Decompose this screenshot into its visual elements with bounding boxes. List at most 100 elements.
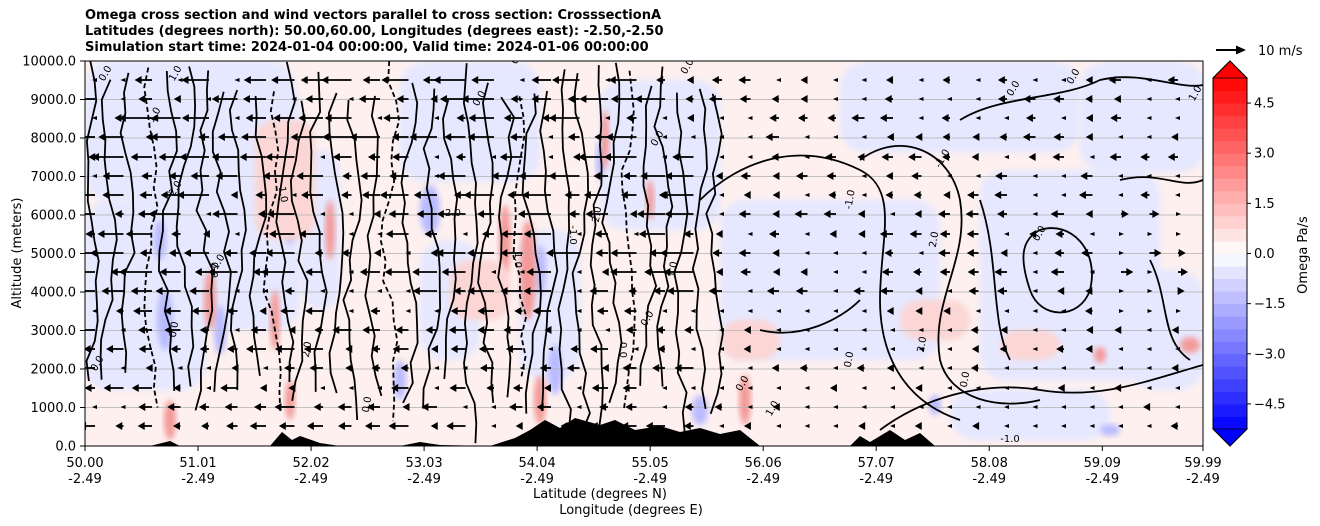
wind-vector-head xyxy=(662,116,667,120)
colorbar-extend-high xyxy=(1212,60,1248,79)
wind-vector-head xyxy=(938,210,946,218)
wind-vector-head xyxy=(89,249,97,257)
wind-vector-head xyxy=(1147,270,1153,274)
wind-vector-head xyxy=(975,309,981,313)
wind-vector-head xyxy=(1081,249,1089,257)
wind-vector-head xyxy=(622,172,630,180)
wind-vector-head xyxy=(1118,135,1123,139)
wind-vector-head xyxy=(337,422,345,430)
wind-vector-head xyxy=(1089,366,1095,370)
wind-vector-head xyxy=(662,405,667,409)
wind-vector-head xyxy=(226,422,234,430)
wind-vector-head xyxy=(434,366,439,370)
colorbar-segment xyxy=(1213,253,1247,267)
wind-vector-head xyxy=(265,153,273,161)
wind-vector-head xyxy=(206,97,211,101)
wind-vector-head xyxy=(776,347,781,351)
wind-vector-head xyxy=(1146,135,1152,139)
wind-vector-head xyxy=(392,153,400,161)
wind-vector-head xyxy=(360,172,368,180)
wind-vector-head xyxy=(994,191,1002,199)
wind-vector-head xyxy=(481,230,489,238)
wind-vector-head xyxy=(747,232,753,236)
wind-vector-head xyxy=(348,97,354,101)
wind-vector-head xyxy=(114,210,122,218)
wind-vector-head xyxy=(861,135,867,139)
wind-vector-head xyxy=(521,191,529,199)
wind-vector-head xyxy=(605,116,610,120)
wind-vector-head xyxy=(579,95,587,103)
wind-vector-head xyxy=(92,116,97,120)
wind-vector-head xyxy=(230,191,238,199)
wind-vector-head xyxy=(444,133,452,141)
wind-vector-head xyxy=(1004,155,1009,159)
wind-vector-head xyxy=(1089,405,1095,409)
plot-area: 0.0 1.0 -1.0 2.0 0.0 0.0 0.0 1.0 -1.0 2.0 0.0 0.0 0.… xyxy=(84,60,1204,447)
wind-vector-head xyxy=(370,345,378,353)
wind-vector-head xyxy=(644,268,652,276)
wind-vector-head xyxy=(434,309,439,313)
wind-vector-head xyxy=(150,133,158,141)
y-tick-label: 9000.0 xyxy=(31,93,77,108)
colorbar-segment xyxy=(1213,278,1247,292)
wind-vector-head xyxy=(252,268,260,276)
wind-vector-head xyxy=(101,287,109,295)
colorbar-segment xyxy=(1213,353,1247,367)
wind-vector-head xyxy=(603,153,611,161)
wind-vector-head xyxy=(1121,210,1129,218)
y-tick-label: 5000.0 xyxy=(31,247,77,262)
wind-vector-head xyxy=(1176,232,1181,236)
y-tick-label: 3000.0 xyxy=(31,324,77,339)
wind-vector-head xyxy=(1032,270,1038,274)
wind-vector-head xyxy=(450,307,458,315)
wind-vector-head xyxy=(168,172,176,180)
wind-vector-head xyxy=(342,172,350,180)
wind-vector-head xyxy=(324,114,332,122)
wind-vector-head xyxy=(290,133,298,141)
wind-vector-head xyxy=(280,307,288,315)
wind-vector-head xyxy=(377,386,382,390)
colorbar-tick-label: 0.0 xyxy=(1254,247,1275,262)
wind-vector-head xyxy=(548,135,553,139)
wind-vector-head xyxy=(97,230,105,238)
contour-label: 2.0 xyxy=(591,206,605,224)
wind-vector-head xyxy=(181,76,189,84)
wind-vector-head xyxy=(1004,232,1009,236)
wind-vector-head xyxy=(804,135,810,139)
wind-vector-head xyxy=(377,116,382,120)
wind-vector-head xyxy=(243,76,251,84)
colorbar: 4.5 3.0 1.5 0.0 −1.5 −3.0 −4.5 xyxy=(1212,60,1286,447)
wind-vector-head xyxy=(1147,309,1153,313)
wind-vector-head xyxy=(1032,386,1038,390)
wind-vector-head xyxy=(250,326,258,334)
wind-vector-head xyxy=(349,133,357,141)
wind-vector-head xyxy=(890,386,895,390)
wind-vector-head xyxy=(145,133,153,141)
wind-vector-head xyxy=(249,422,257,430)
wind-vector-head xyxy=(886,133,894,141)
wind-vector-head xyxy=(263,366,268,370)
wind-vector-head xyxy=(305,307,313,315)
wind-vector-head xyxy=(738,210,746,218)
wind-vector-head xyxy=(578,153,586,161)
colorbar-segment xyxy=(1213,128,1247,142)
wind-vector-head xyxy=(620,191,628,199)
wind-vector-head xyxy=(719,309,724,313)
wind-vector-head xyxy=(462,232,468,236)
wind-vector-head xyxy=(314,249,322,257)
wind-vector-head xyxy=(434,155,439,159)
omega-contour-line xyxy=(327,92,345,394)
wind-vector-head xyxy=(967,191,975,199)
wind-vector-head xyxy=(548,347,553,351)
wind-vector-head xyxy=(913,191,921,199)
wind-vector-head xyxy=(833,424,838,428)
wind-vector-head xyxy=(918,78,924,82)
wind-vector-head xyxy=(1108,76,1116,84)
omega-negative-area xyxy=(1080,62,1203,172)
wind-vector-head xyxy=(634,95,642,103)
wind-vector-head xyxy=(1146,424,1152,428)
x-tick-label-lon: -2.49 xyxy=(972,472,1006,487)
wind-vector-head xyxy=(861,251,867,255)
wind-vector-head xyxy=(253,403,261,411)
wind-vector-head xyxy=(1175,116,1180,120)
